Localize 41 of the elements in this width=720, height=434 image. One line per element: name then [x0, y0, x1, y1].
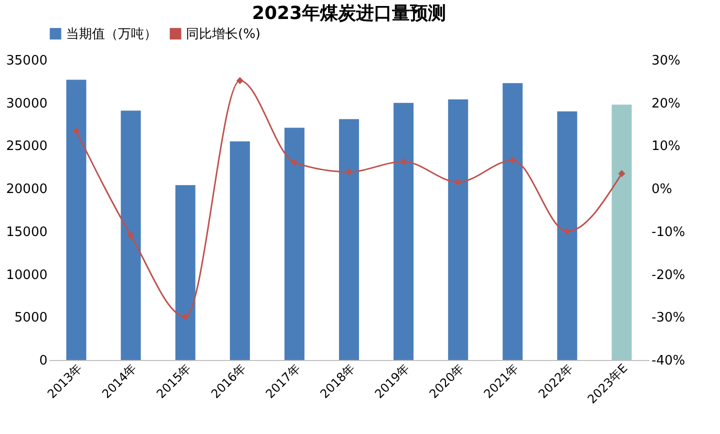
bar	[557, 111, 578, 360]
y2-tick-label: 0%	[652, 182, 672, 198]
chart-title: 2023年煤炭进口量预测	[252, 3, 446, 24]
point	[618, 170, 626, 178]
y2-tick-label: 10%	[652, 139, 680, 154]
legend-label: 当期值（万吨）	[66, 26, 157, 42]
y2-tick-label: -40%	[652, 354, 686, 368]
point	[127, 232, 134, 239]
y-tick-label: 5000	[14, 310, 48, 326]
point	[236, 77, 244, 84]
bar	[120, 110, 141, 360]
point	[290, 158, 298, 166]
point	[454, 178, 462, 186]
y-tick-label: 20000	[6, 182, 48, 198]
bar	[230, 141, 250, 360]
y2-tick-label: -30%	[652, 310, 686, 326]
point	[564, 228, 571, 235]
bar	[394, 102, 414, 360]
point	[509, 156, 516, 164]
point	[182, 313, 189, 320]
y-tick-label: 10000	[6, 268, 48, 283]
y2-tick-label: -10%	[652, 224, 686, 240]
y-tick-label: 35000	[6, 54, 48, 68]
point	[345, 168, 353, 176]
bar	[66, 80, 86, 360]
y-tick-label: 30000	[6, 96, 48, 112]
point	[72, 128, 80, 135]
y-tick-label: 15000	[6, 224, 48, 240]
bar	[175, 185, 196, 360]
y2-tick-label: -20%	[652, 268, 686, 283]
bar	[612, 104, 632, 360]
bar	[502, 83, 523, 360]
legend-label: 同比增长(%)	[186, 26, 260, 42]
y2-tick-label: 20%	[652, 96, 680, 112]
bar	[339, 119, 359, 360]
bar	[448, 99, 468, 360]
y-tick-label: 25000	[6, 139, 48, 154]
bar	[284, 128, 304, 360]
y-tick-label: 0	[39, 354, 48, 368]
point	[400, 158, 408, 166]
y2-tick-label: 30%	[652, 54, 680, 68]
